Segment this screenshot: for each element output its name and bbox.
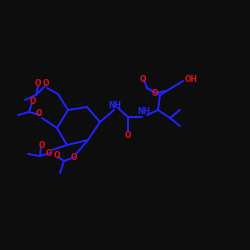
Text: O: O xyxy=(125,132,131,140)
Text: O: O xyxy=(46,150,52,158)
Text: O: O xyxy=(35,80,41,88)
Text: O: O xyxy=(36,110,42,118)
Text: O: O xyxy=(152,88,158,98)
Text: O: O xyxy=(43,80,49,88)
Text: O: O xyxy=(39,142,45,150)
Text: NH: NH xyxy=(108,100,122,110)
Text: O: O xyxy=(71,154,77,162)
Text: OH: OH xyxy=(184,74,198,84)
Text: O: O xyxy=(140,74,146,84)
Text: O: O xyxy=(30,98,36,106)
Text: O: O xyxy=(54,152,60,160)
Text: NH: NH xyxy=(138,108,150,116)
